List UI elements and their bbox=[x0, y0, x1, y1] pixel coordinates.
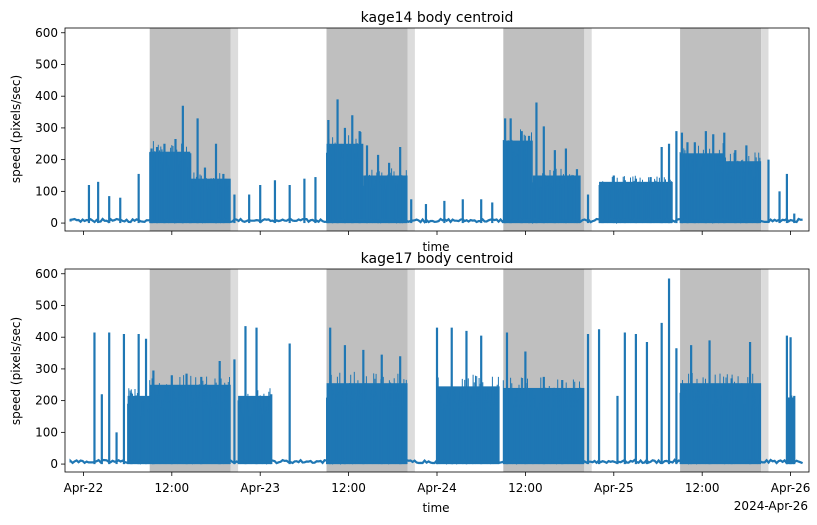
y-tick-label: 600 bbox=[35, 267, 58, 281]
y-axis-label: speed (pixels/sec) bbox=[9, 317, 23, 425]
shaded-period bbox=[761, 28, 769, 231]
activity-band-texture bbox=[127, 388, 149, 465]
shaded-period bbox=[584, 28, 592, 231]
y-tick-label: 0 bbox=[50, 457, 58, 471]
activity-band-texture bbox=[532, 168, 580, 224]
y-tick-label: 500 bbox=[35, 298, 58, 312]
y-tick-label: 400 bbox=[35, 330, 58, 344]
y-tick-label: 100 bbox=[35, 425, 58, 439]
x-axis-ticks: Apr-22 12:00 Apr-23 12:00 Apr-24 12:00 Apr-25 1… bbox=[64, 472, 811, 495]
x-tick-label: 12:00 bbox=[331, 481, 366, 495]
shaded-period bbox=[407, 28, 415, 231]
x-tick-label: 12:00 bbox=[685, 481, 720, 495]
activity-band-texture bbox=[326, 132, 363, 224]
activity-band-texture bbox=[679, 373, 761, 465]
shaded-period bbox=[761, 269, 769, 472]
x-offset-label: 2024-Apr-26 bbox=[734, 499, 808, 513]
activity-band-texture bbox=[149, 141, 190, 224]
x-axis-label: time bbox=[422, 240, 449, 254]
chart-panel-kage17: 0 100 200 300 400 500 600 Apr-22 12:00 Apr-23 12:… bbox=[9, 251, 810, 515]
chart-panel-kage14: 0 100 200 300 400 500 600 kage14 body centroid… bbox=[9, 10, 810, 254]
chart-title: kage14 body centroid bbox=[361, 10, 514, 26]
baseline-trace bbox=[69, 458, 804, 465]
x-tick-label: Apr-23 bbox=[240, 481, 280, 495]
activity-band-texture bbox=[502, 377, 584, 465]
y-tick-label: 400 bbox=[35, 89, 58, 103]
y-tick-label: 100 bbox=[35, 184, 58, 198]
shaded-period bbox=[230, 28, 239, 231]
y-axis-label: speed (pixels/sec) bbox=[9, 75, 23, 183]
x-tick-label: Apr-22 bbox=[64, 481, 104, 495]
x-axis-ticks bbox=[83, 231, 791, 235]
y-axis-ticks: 0 100 200 300 400 500 600 bbox=[35, 267, 65, 471]
baseline-trace bbox=[69, 217, 803, 225]
y-tick-label: 300 bbox=[35, 121, 58, 135]
y-tick-label: 300 bbox=[35, 362, 58, 376]
y-tick-label: 600 bbox=[35, 26, 58, 40]
y-tick-label: 200 bbox=[35, 394, 58, 408]
x-tick-label: Apr-26 bbox=[771, 481, 811, 495]
activity-spikes bbox=[87, 99, 796, 224]
y-tick-label: 0 bbox=[50, 216, 58, 230]
y-tick-label: 200 bbox=[35, 153, 58, 167]
x-tick-label: Apr-24 bbox=[417, 481, 457, 495]
activity-spikes bbox=[93, 278, 796, 465]
activity-band bbox=[238, 395, 272, 465]
activity-band bbox=[532, 175, 581, 224]
y-tick-label: 500 bbox=[35, 57, 58, 71]
x-tick-label: 12:00 bbox=[508, 481, 543, 495]
activity-band-texture bbox=[326, 371, 407, 465]
shaded-period bbox=[407, 269, 415, 472]
y-axis-ticks: 0 100 200 300 400 500 600 bbox=[35, 26, 65, 230]
x-tick-label: 12:00 bbox=[155, 481, 190, 495]
x-tick-label: Apr-25 bbox=[594, 481, 634, 495]
x-axis-label: time bbox=[422, 501, 449, 515]
activity-band-texture bbox=[149, 375, 230, 465]
chart-title: kage17 body centroid bbox=[361, 251, 514, 267]
